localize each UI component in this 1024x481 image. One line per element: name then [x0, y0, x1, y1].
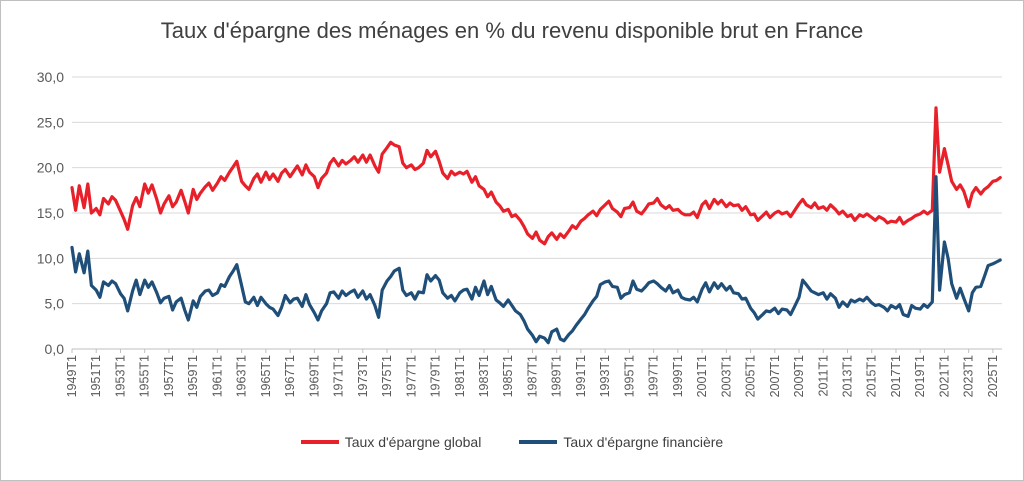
- x-tick-label: 1955T1: [138, 355, 152, 397]
- y-tick-label: 0,0: [45, 341, 65, 357]
- x-tick-label: 1951T1: [89, 355, 103, 397]
- x-tick-label: 1967T1: [283, 355, 297, 397]
- x-tick-label: 1993T1: [598, 355, 612, 397]
- legend-item-financiere: Taux d'épargne financière: [519, 434, 723, 450]
- x-tick-label: 2003T1: [719, 355, 733, 397]
- y-tick-label: 20,0: [37, 160, 64, 176]
- y-tick-label: 25,0: [37, 114, 64, 130]
- y-tick-label: 30,0: [37, 69, 64, 85]
- x-tick-label: 1983T1: [477, 355, 491, 397]
- x-tick-label: 1991T1: [574, 355, 588, 397]
- x-tick-label: 2005T1: [744, 355, 758, 397]
- x-tick-label: 1977T1: [404, 355, 418, 397]
- x-tick-label: 1973T1: [356, 355, 370, 397]
- legend-item-global: Taux d'épargne global: [300, 434, 482, 450]
- chart-title: Taux d'épargne des ménages en % du reven…: [160, 18, 864, 43]
- x-tick-label: 1997T1: [647, 355, 661, 397]
- legend-label-global: Taux d'épargne global: [344, 434, 482, 450]
- y-tick-label: 10,0: [37, 250, 64, 266]
- x-tick-label: 1999T1: [671, 355, 685, 397]
- x-tick-label: 1953T1: [113, 355, 127, 397]
- x-tick-label: 1987T1: [525, 355, 539, 397]
- x-tick-label: 1969T1: [307, 355, 321, 397]
- x-tick-label: 1989T1: [550, 355, 564, 397]
- x-tick-label: 2011T1: [816, 355, 830, 397]
- x-tick-label: 1965T1: [259, 355, 273, 397]
- y-tick-label: 15,0: [37, 205, 64, 221]
- x-tick-label: 2017T1: [889, 355, 903, 397]
- legend-swatch-financiere: [519, 440, 558, 444]
- x-tick-label: 2015T1: [865, 355, 879, 397]
- x-tick-label: 1971T1: [332, 355, 346, 397]
- x-tick-label: 2021T1: [937, 355, 951, 397]
- x-tick-label: 1985T1: [501, 355, 515, 397]
- legend-swatch-global: [300, 440, 339, 444]
- x-tick-label: 2025T1: [986, 355, 1000, 397]
- y-tick-label: 5,0: [45, 296, 65, 312]
- x-tick-label: 2023T1: [962, 355, 976, 397]
- x-tick-label: 2013T1: [841, 355, 855, 397]
- x-tick-label: 2009T1: [792, 355, 806, 397]
- x-tick-label: 1975T1: [380, 355, 394, 397]
- x-tick-label: 1959T1: [186, 355, 200, 397]
- x-tick-label: 2007T1: [768, 355, 782, 397]
- x-tick-label: 2001T1: [695, 355, 709, 397]
- chart-legend: Taux d'épargne global Taux d'épargne fin…: [0, 434, 1024, 450]
- x-tick-label: 1957T1: [162, 355, 176, 397]
- series-line-financiere: [70, 175, 1002, 345]
- legend-label-financiere: Taux d'épargne financière: [563, 434, 724, 450]
- x-tick-label: 1995T1: [622, 355, 636, 397]
- x-tick-label: 1979T1: [429, 355, 443, 397]
- x-tick-label: 1949T1: [65, 355, 79, 397]
- x-tick-label: 1981T1: [453, 355, 467, 397]
- series-line-global: [70, 106, 1002, 246]
- x-tick-label: 1961T1: [210, 355, 224, 397]
- x-tick-label: 1963T1: [235, 355, 249, 397]
- x-tick-label: 2019T1: [913, 355, 927, 397]
